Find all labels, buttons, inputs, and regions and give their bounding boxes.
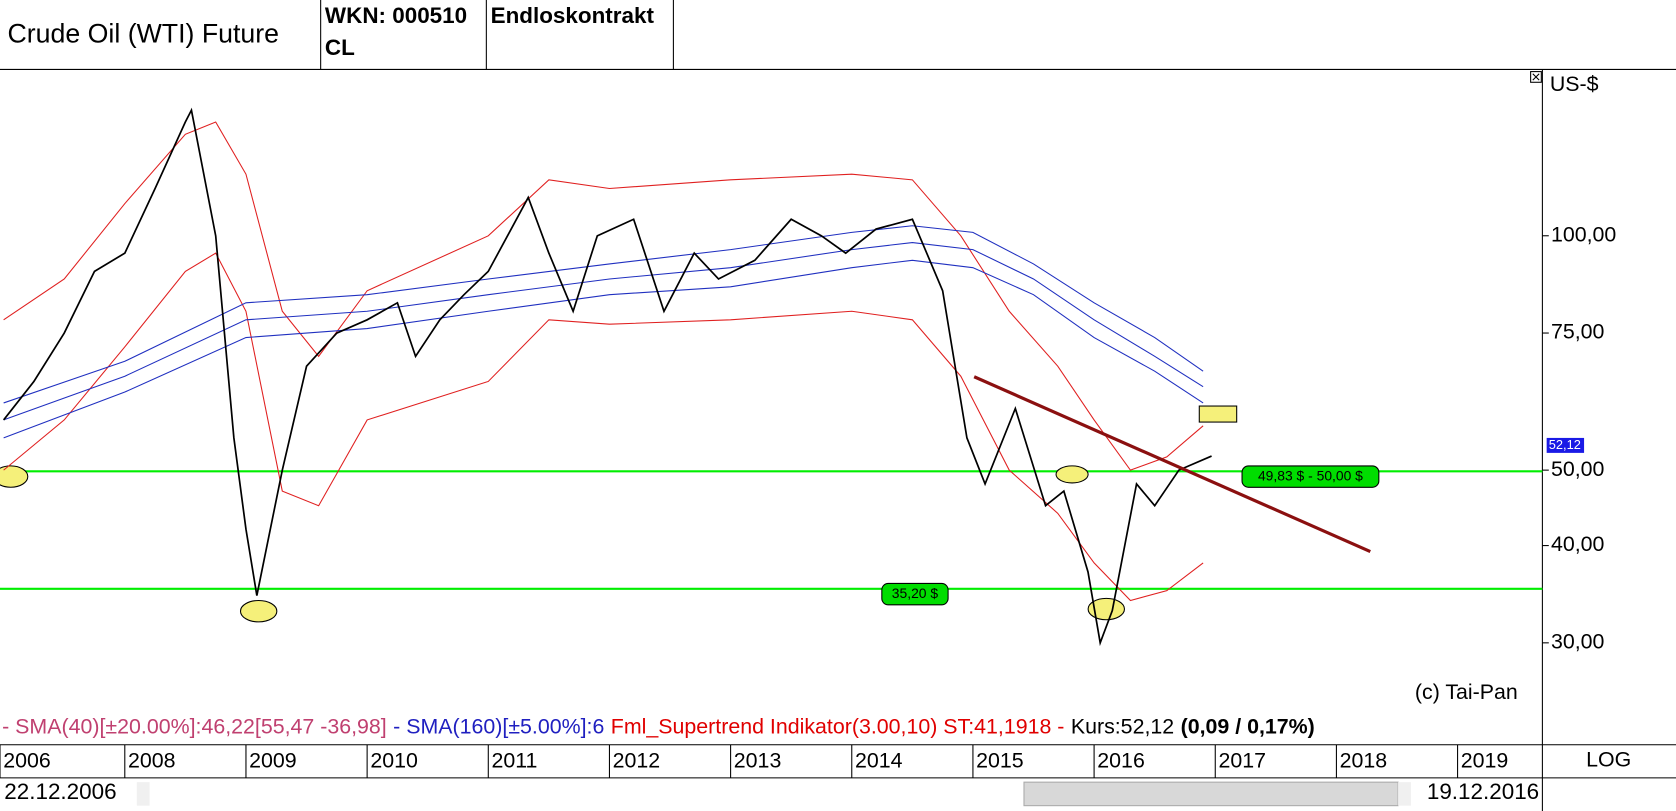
y-tick-label: 75,00 — [1551, 320, 1605, 344]
level-label: 35,20 $ — [892, 585, 939, 601]
x-tick-label: 2014 — [855, 748, 903, 772]
wkn: WKN: 000510 — [325, 3, 467, 28]
highlight-box — [1198, 405, 1238, 423]
highlight-ellipse — [1055, 465, 1089, 484]
x-tick-label: 2019 — [1461, 748, 1509, 772]
plot: 49,83 $ - 50,00 $ 35,20 $ — [0, 107, 1543, 647]
highlight-ellipse — [1087, 597, 1125, 621]
copyright: (c) Tai-Pan — [1415, 680, 1518, 704]
y-tick-label: 50,00 — [1551, 457, 1605, 481]
level-label-box — [1241, 465, 1380, 488]
x-tick-label: 2008 — [128, 748, 176, 772]
level-label-box — [881, 582, 949, 606]
x-tick-label: 2015 — [976, 748, 1024, 772]
x-tick-label: 2016 — [1097, 748, 1145, 772]
legend-item: (0,09 / 0,17%) — [1181, 714, 1315, 738]
unit: US-$ — [1550, 72, 1599, 96]
date-to: 19.12.2016 — [1427, 779, 1539, 804]
x-tick-label: 2012 — [613, 748, 661, 772]
y-tick-label: 40,00 — [1551, 532, 1605, 556]
x-tick-label: 2010 — [370, 748, 418, 772]
legend-item: - SMA(40)[±20.00%]:46,22[55,47 -36,98] — [2, 714, 387, 738]
legend: - SMA(40)[±20.00%]:46,22[55,47 -36,98] - … — [2, 714, 1315, 738]
indicator-line — [3, 225, 1204, 404]
y-tick-label: 30,00 — [1551, 629, 1605, 653]
last-price-label: 52,12 — [1549, 437, 1581, 452]
x-tick-label: 2011 — [491, 748, 537, 772]
date-from: 22.12.2006 — [4, 779, 116, 804]
y-tick-label: 100,00 — [1551, 222, 1616, 246]
contract: Endloskontrakt — [491, 3, 655, 28]
scroll-right[interactable] — [1398, 782, 1411, 806]
x-tick-label: 2018 — [1340, 748, 1388, 772]
scale-mode[interactable]: LOG — [1586, 747, 1631, 771]
scrollbar-thumb[interactable] — [1023, 781, 1399, 807]
x-tick-label: 2013 — [734, 748, 782, 772]
highlight-ellipse — [239, 599, 278, 623]
indicator-line — [3, 252, 1204, 602]
legend-item: - SMA(160)[±5.00%]:6 — [393, 714, 604, 738]
chart-title: Crude Oil (WTI) Future — [7, 18, 279, 48]
indicator-line — [3, 121, 1204, 471]
x-tick-label: 2009 — [249, 748, 297, 772]
legend-item: Fml_Supertrend Indikator(3.00,10) ST:41,… — [611, 714, 1065, 738]
x-tick-label: 2006 — [3, 748, 51, 772]
trendline — [973, 375, 1371, 554]
legend-item: Kurs:52,12 — [1071, 714, 1174, 738]
x-tick-label: 2017 — [1218, 748, 1266, 772]
legend-line: - SMA(40)[±20.00%]:46,22[55,47 -36,98] - … — [2, 714, 1315, 738]
close-icon — [1532, 73, 1540, 81]
scroll-left[interactable] — [136, 782, 150, 806]
indicator-line — [3, 259, 1204, 439]
highlight-ellipse — [0, 465, 29, 488]
price-line — [2, 107, 1212, 647]
last-price-box — [1546, 437, 1585, 453]
level-label: 49,83 $ - 50,00 $ — [1258, 467, 1363, 483]
indicator-line — [3, 242, 1204, 421]
symbol: CL — [325, 35, 355, 60]
